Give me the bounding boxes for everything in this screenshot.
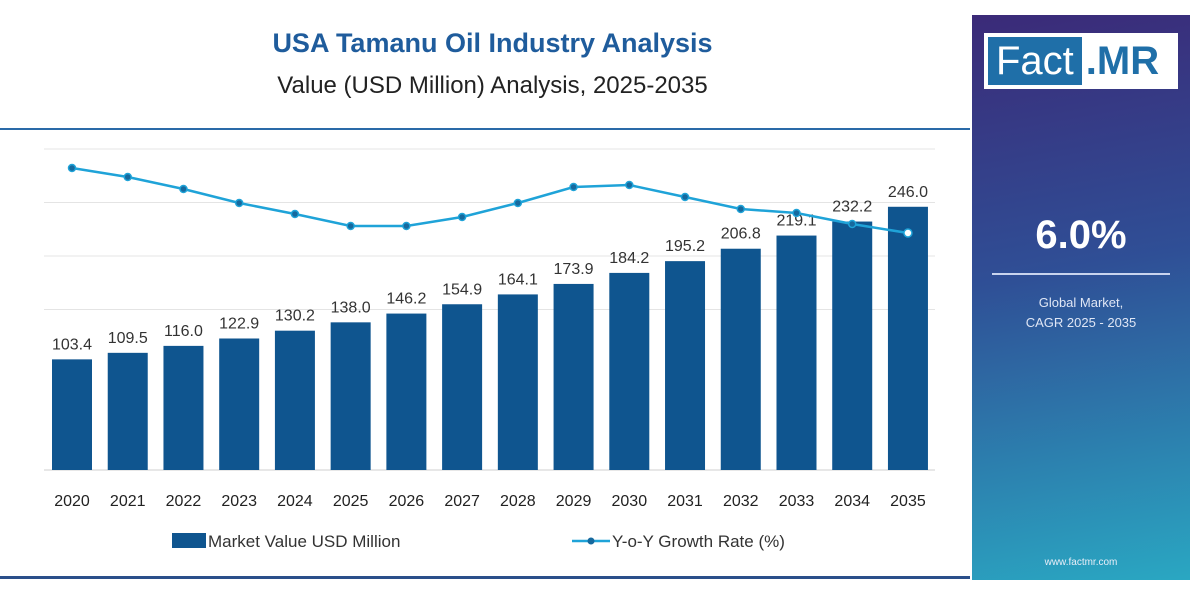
- info-panel: Fact .MR 6.0% Global Market, CAGR 2025 - 2…: [972, 15, 1190, 580]
- growth-point-2022: [179, 184, 188, 194]
- cagr-label: Global Market, CAGR 2025 - 2035: [972, 293, 1190, 333]
- website-url: www.factmr.com: [1044, 557, 1118, 568]
- growth-point-2024: [290, 209, 300, 219]
- divider: [0, 128, 970, 130]
- bar-2025: [330, 322, 371, 470]
- x-tick-2030: 2030: [612, 493, 648, 510]
- growth-point-2026: [402, 221, 411, 231]
- bar-2020: [52, 359, 92, 470]
- growth-point-2030: [625, 180, 634, 190]
- bar-2026: [386, 313, 427, 470]
- x-tick-2025: 2025: [333, 493, 369, 510]
- bar-2027: [442, 304, 483, 470]
- bar-2031: [665, 261, 706, 470]
- x-tick-2026: 2026: [389, 493, 425, 510]
- bar-label-2032: 206.8: [721, 226, 761, 243]
- x-tick-2020: 2020: [54, 493, 90, 510]
- growth-point-2031: [680, 192, 690, 202]
- bar-label-2020: 103.4: [52, 336, 92, 353]
- growth-point-2020: [67, 163, 77, 173]
- x-tick-2024: 2024: [277, 493, 313, 510]
- bar-label-2023: 122.9: [219, 315, 259, 332]
- bar-label-2030: 184.2: [609, 250, 649, 267]
- bar-2022: [163, 345, 204, 470]
- bar-label-2031: 195.2: [665, 238, 705, 255]
- legend-bar-swatch: [172, 533, 206, 548]
- bar-2023: [219, 338, 260, 470]
- cagr-label-line2: CAGR 2025 - 2035: [1025, 315, 1137, 330]
- growth-point-2035: [903, 228, 913, 238]
- chart-title: USA Tamanu Oil Industry Analysis: [272, 28, 713, 58]
- bar-label-2027: 154.9: [442, 281, 482, 298]
- logo-text-left: Fact: [988, 37, 1082, 85]
- panel-divider: [992, 273, 1170, 275]
- cagr-value: 6.0%: [1035, 213, 1127, 257]
- factmr-logo: Fact .MR: [984, 33, 1178, 89]
- bar-2021: [107, 352, 148, 470]
- x-tick-2033: 2033: [779, 493, 815, 510]
- bar-label-2029: 173.9: [554, 261, 594, 278]
- x-tick-2035: 2035: [890, 493, 926, 510]
- bar-2030: [609, 272, 650, 470]
- x-tick-2028: 2028: [500, 493, 536, 510]
- legend-line-label: Y-o-Y Growth Rate (%): [612, 532, 785, 551]
- bar-2029: [553, 283, 594, 470]
- x-tick-2021: 2021: [110, 493, 146, 510]
- legend-bar-label: Market Value USD Million: [208, 532, 400, 551]
- legend-line-marker: [587, 537, 595, 545]
- bar-label-2028: 164.1: [498, 271, 538, 288]
- bar-label-2034: 232.2: [832, 199, 872, 216]
- growth-point-2034: [847, 219, 857, 229]
- growth-point-2032: [736, 204, 746, 214]
- bar-2034: [832, 221, 873, 470]
- bar-label-2025: 138.0: [331, 299, 371, 316]
- growth-line: [71, 166, 909, 235]
- bar-label-2021: 109.5: [108, 330, 148, 347]
- growth-point-2025: [346, 221, 355, 231]
- x-tick-2027: 2027: [444, 493, 480, 510]
- growth-point-2027: [457, 212, 467, 222]
- x-tick-2032: 2032: [723, 493, 759, 510]
- x-tick-2031: 2031: [667, 493, 703, 510]
- growth-point-2029: [569, 182, 578, 192]
- x-tick-2022: 2022: [166, 493, 202, 510]
- bar-2024: [274, 330, 315, 470]
- bar-label-2035: 246.0: [888, 184, 928, 201]
- bar-2033: [776, 235, 817, 470]
- growth-point-2021: [123, 172, 132, 182]
- bar-label-2033: 219.1: [776, 213, 816, 230]
- x-tick-2034: 2034: [834, 493, 870, 510]
- growth-point-2033: [792, 208, 801, 218]
- chart: 103.4 2020 109.5 2021 116.0 2022 122.9 2023 130.…: [44, 148, 935, 551]
- chart-subtitle: Value (USD Million) Analysis, 2025-2035: [277, 72, 708, 99]
- bar-2028: [497, 294, 538, 470]
- logo-text-right: .MR: [1085, 38, 1160, 83]
- bar-2032: [720, 248, 761, 470]
- x-tick-2029: 2029: [556, 493, 592, 510]
- bottom-divider: [0, 576, 970, 579]
- bar-label-2022: 116.0: [164, 323, 203, 340]
- bar-label-2024: 130.2: [275, 308, 315, 325]
- x-tick-2023: 2023: [221, 493, 257, 510]
- growth-point-2023: [234, 198, 244, 208]
- growth-point-2028: [513, 198, 523, 208]
- bar-2035: [887, 206, 928, 470]
- bar-label-2026: 146.2: [386, 291, 426, 308]
- cagr-label-line1: Global Market,: [1038, 295, 1124, 310]
